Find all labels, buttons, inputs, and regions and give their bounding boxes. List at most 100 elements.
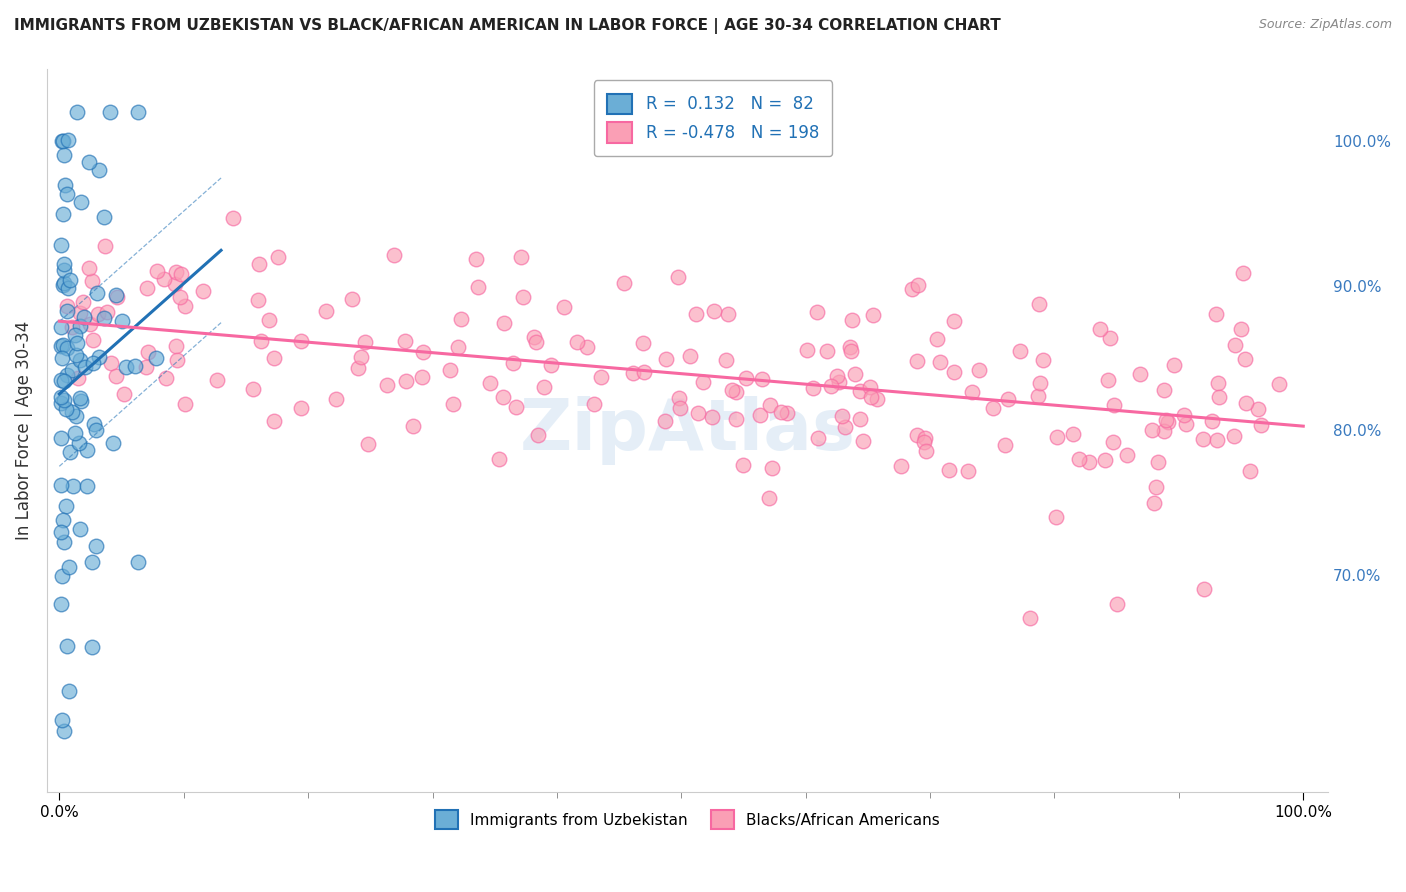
Point <box>942 365 965 379</box>
Point <box>62 479 84 493</box>
Point <box>1246 402 1268 417</box>
Point <box>72 295 94 310</box>
Point <box>703 304 725 318</box>
Point <box>668 401 690 415</box>
Point <box>101 435 124 450</box>
Point <box>1046 429 1069 443</box>
Point <box>395 374 418 388</box>
Y-axis label: In Labor Force | Age 30-34: In Labor Force | Age 30-34 <box>15 320 32 540</box>
Point <box>1116 449 1139 463</box>
Point <box>1104 398 1126 412</box>
Point <box>49 237 72 252</box>
Point <box>1153 383 1175 397</box>
Point <box>193 284 215 298</box>
Point <box>53 148 76 162</box>
Point <box>411 369 433 384</box>
Point <box>1208 390 1230 404</box>
Point <box>1018 611 1040 625</box>
Point <box>66 335 89 350</box>
Point <box>1028 389 1050 403</box>
Point <box>748 408 770 422</box>
Point <box>997 392 1019 406</box>
Point <box>67 371 90 385</box>
Point <box>290 401 312 415</box>
Point <box>146 263 169 277</box>
Point <box>1163 358 1185 372</box>
Point <box>49 524 72 539</box>
Point <box>52 513 75 527</box>
Point <box>439 362 461 376</box>
Point <box>77 155 100 169</box>
Point <box>849 412 872 426</box>
Point <box>905 354 928 368</box>
Point <box>82 555 104 569</box>
Point <box>105 288 128 302</box>
Point <box>247 293 270 307</box>
Point <box>87 307 110 321</box>
Point <box>53 178 76 193</box>
Point <box>841 313 863 327</box>
Point <box>1191 432 1213 446</box>
Point <box>890 459 912 474</box>
Point <box>94 239 117 253</box>
Point <box>720 383 742 397</box>
Point <box>1098 331 1121 345</box>
Point <box>263 351 285 366</box>
Point <box>49 319 72 334</box>
Point <box>714 353 737 368</box>
Point <box>807 432 830 446</box>
Point <box>688 406 710 420</box>
Point <box>831 409 853 424</box>
Point <box>111 314 134 328</box>
Point <box>467 280 489 294</box>
Point <box>815 343 838 358</box>
Point <box>49 396 72 410</box>
Point <box>257 312 280 326</box>
Point <box>828 376 851 390</box>
Point <box>173 397 195 411</box>
Point <box>96 305 118 319</box>
Point <box>82 640 104 655</box>
Point <box>55 499 77 513</box>
Point <box>242 383 264 397</box>
Point <box>222 211 245 226</box>
Point <box>60 320 83 334</box>
Point <box>56 341 79 355</box>
Point <box>267 250 290 264</box>
Point <box>93 311 115 326</box>
Point <box>1250 417 1272 432</box>
Point <box>290 334 312 348</box>
Point <box>654 414 676 428</box>
Point <box>510 250 533 264</box>
Point <box>52 278 75 293</box>
Point <box>315 303 337 318</box>
Point <box>900 283 922 297</box>
Point <box>136 344 159 359</box>
Point <box>820 378 842 392</box>
Point <box>49 431 72 445</box>
Point <box>249 257 271 271</box>
Point <box>49 477 72 491</box>
Point <box>60 405 83 419</box>
Point <box>450 311 472 326</box>
Point <box>86 286 108 301</box>
Point <box>83 417 105 431</box>
Point <box>1143 495 1166 509</box>
Point <box>1173 408 1195 422</box>
Point <box>925 332 948 346</box>
Point <box>679 349 702 363</box>
Point <box>565 335 588 350</box>
Point <box>250 334 273 349</box>
Point <box>58 444 80 458</box>
Point <box>55 401 77 416</box>
Point <box>479 376 502 391</box>
Point <box>127 555 149 569</box>
Point <box>49 597 72 611</box>
Point <box>914 431 936 445</box>
Point <box>135 360 157 375</box>
Point <box>758 491 780 505</box>
Point <box>166 353 188 368</box>
Point <box>806 305 828 319</box>
Point <box>685 307 707 321</box>
Point <box>65 328 87 343</box>
